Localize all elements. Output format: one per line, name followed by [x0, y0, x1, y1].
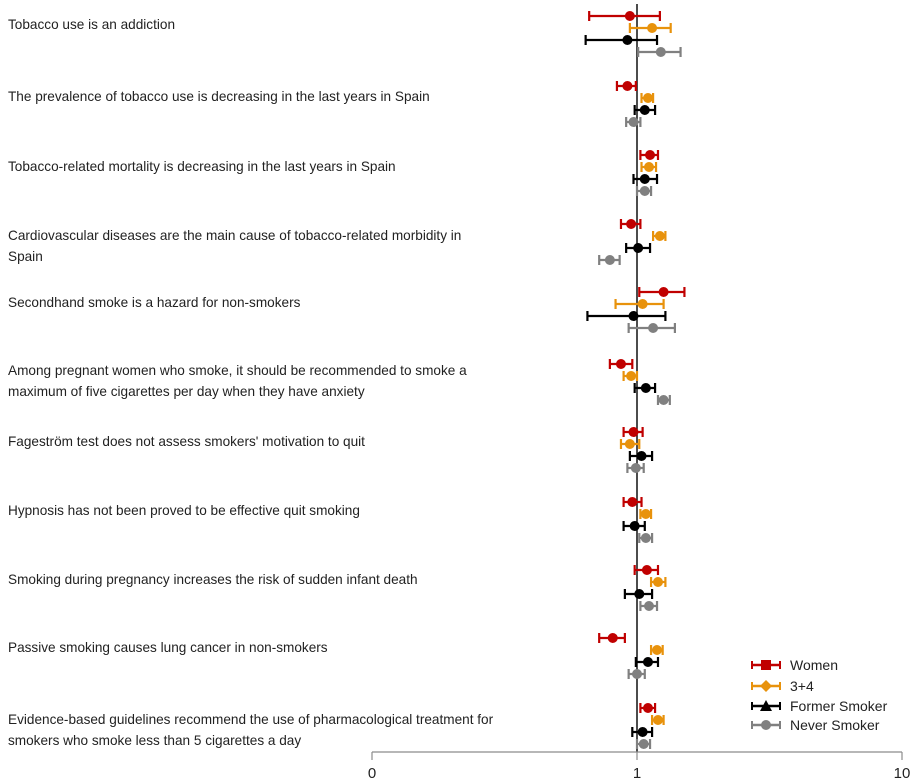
point-estimate — [652, 715, 663, 725]
point-estimate — [626, 371, 637, 381]
point-estimate — [630, 463, 641, 473]
point-estimate — [639, 174, 650, 184]
point-estimate — [626, 219, 637, 229]
statement-label: Secondhand smoke is a hazard for non-smo… — [8, 295, 301, 310]
point-estimate — [645, 150, 656, 160]
statement-label: Evidence-based guidelines recommend the … — [8, 712, 494, 748]
point-estimate — [654, 231, 665, 241]
x-tick-label: 1 — [633, 765, 641, 782]
point-estimate — [647, 23, 658, 33]
point-estimate — [652, 577, 663, 587]
point-estimate — [642, 657, 653, 667]
point-estimate — [638, 739, 649, 749]
statement-label: Tobacco use is an addiction — [8, 17, 176, 32]
point-estimate — [648, 323, 659, 333]
point-estimate — [615, 359, 626, 369]
point-estimate — [642, 703, 653, 713]
point-estimate — [658, 287, 669, 297]
point-estimate — [637, 299, 648, 309]
statement-label: Tobacco-related mortality is decreasing … — [8, 159, 396, 174]
point-estimate — [642, 93, 653, 103]
point-estimate — [655, 47, 666, 57]
point-estimate — [637, 727, 648, 737]
point-estimate — [628, 117, 639, 127]
point-estimate — [640, 533, 651, 543]
legend-marker-square — [761, 660, 771, 670]
legend-label: 3+4 — [790, 678, 814, 694]
legend-label: Never Smoker — [790, 717, 880, 733]
statement-label: Among pregnant women who smoke, it shoul… — [8, 363, 467, 399]
point-estimate — [622, 35, 633, 45]
point-estimate — [604, 255, 615, 265]
point-estimate — [628, 311, 639, 321]
x-tick-label: 10 — [894, 765, 911, 782]
point-estimate — [639, 105, 650, 115]
point-estimate — [607, 633, 618, 643]
statement-label: Passive smoking causes lung cancer in no… — [8, 640, 328, 655]
statement-label: Fageström test does not assess smokers' … — [8, 434, 365, 449]
legend-marker-diamond — [760, 680, 772, 692]
point-estimate — [639, 186, 650, 196]
point-estimate — [624, 11, 635, 21]
legend-marker-triangle — [760, 700, 772, 711]
legend-label: Women — [790, 657, 838, 673]
point-estimate — [640, 509, 651, 519]
statement-label: Smoking during pregnancy increases the r… — [8, 572, 418, 587]
point-estimate — [636, 451, 647, 461]
x-tick-label: 0 — [368, 765, 376, 782]
point-estimate — [644, 601, 655, 611]
point-estimate — [633, 243, 644, 253]
statement-label: The prevalence of tobacco use is decreas… — [8, 89, 430, 104]
point-estimate — [641, 565, 652, 575]
point-estimate — [658, 395, 669, 405]
point-estimate — [622, 81, 633, 91]
legend-label: Former Smoker — [790, 698, 888, 714]
point-estimate — [627, 497, 638, 507]
point-estimate — [652, 645, 663, 655]
point-estimate — [644, 162, 655, 172]
point-estimate — [628, 427, 639, 437]
statement-label: Hypnosis has not been proved to be effec… — [8, 503, 360, 518]
point-estimate — [629, 521, 640, 531]
statement-label: Cardiovascular diseases are the main cau… — [8, 228, 462, 264]
point-estimate — [634, 589, 645, 599]
point-estimate — [632, 669, 642, 679]
point-estimate — [624, 439, 635, 449]
point-estimate — [640, 383, 651, 393]
legend-marker-circle — [761, 720, 771, 730]
